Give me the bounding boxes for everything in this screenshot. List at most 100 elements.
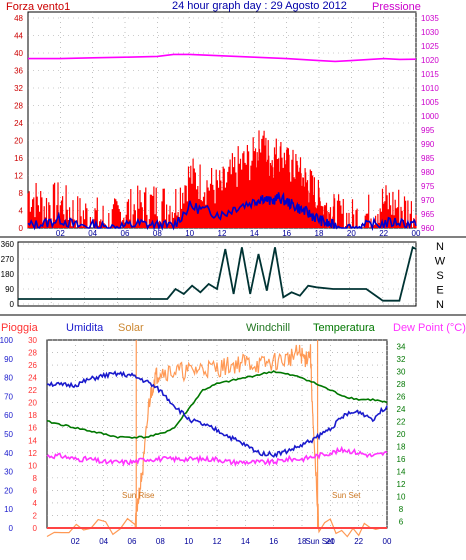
rain-y-tick: 2 xyxy=(33,511,38,520)
pressure-y-tick: 975 xyxy=(421,182,435,191)
temp-x-tick: 02 xyxy=(71,537,80,546)
rain-y-tick: 8 xyxy=(33,474,38,483)
pressure-y-tick: 1030 xyxy=(421,28,439,37)
wind-x-tick: 02 xyxy=(56,229,65,238)
rain-y-tick: 28 xyxy=(28,349,37,358)
direction-y-tick: 270 xyxy=(1,255,15,264)
rain-y-tick: 26 xyxy=(28,361,37,370)
temp-x-tick: 06 xyxy=(128,537,137,546)
wind-x-tick: 18 xyxy=(315,229,324,238)
rain-y-tick: 20 xyxy=(28,399,37,408)
temp-x-tick: Sun Set xyxy=(305,537,334,546)
wind-x-tick: 10 xyxy=(185,229,194,238)
wind-y-tick: 16 xyxy=(14,154,23,163)
wind-y-tick: 48 xyxy=(14,14,23,23)
humidity-y-tick: 100 xyxy=(0,336,14,345)
temp-x-tick: 04 xyxy=(99,537,108,546)
humidity-label: Umidita xyxy=(66,322,104,334)
direction-compass-label: N xyxy=(436,299,444,311)
humidity-y-tick: 10 xyxy=(4,505,13,514)
pressure-y-tick: 1025 xyxy=(421,42,439,51)
temp-y-tick: 28 xyxy=(397,380,406,389)
solar-label: Solar xyxy=(118,322,144,334)
wind-x-tick: 22 xyxy=(379,229,388,238)
wind-avg-series xyxy=(27,191,417,232)
rain-y-tick: 18 xyxy=(28,411,37,420)
temp-y-tick: 14 xyxy=(397,468,406,477)
pressure-y-tick: 1010 xyxy=(421,84,439,93)
rain-y-tick: 14 xyxy=(28,436,37,445)
temp-x-tick: 00 xyxy=(383,537,392,546)
rain-label: Pioggia xyxy=(1,322,39,334)
temp-y-tick: 16 xyxy=(397,455,406,464)
pressure-y-tick: 965 xyxy=(421,210,435,219)
wind-x-tick: 14 xyxy=(250,229,259,238)
direction-series xyxy=(18,245,417,302)
humidity-y-tick: 30 xyxy=(4,468,13,477)
humidity-y-tick: 50 xyxy=(4,430,13,439)
sunrise-annotation: Sun Rise xyxy=(122,491,155,500)
wind-y-tick: 36 xyxy=(14,67,23,76)
temp-y-tick: 6 xyxy=(399,518,404,527)
sunset-annotation: Sun Set xyxy=(332,491,361,500)
humidity-y-tick: 40 xyxy=(4,449,13,458)
humidity-y-tick: 0 xyxy=(9,524,14,533)
temp-x-tick: 08 xyxy=(156,537,165,546)
solar-series xyxy=(46,344,387,538)
humidity-y-tick: 70 xyxy=(4,392,13,401)
direction-compass-label: W xyxy=(435,256,446,268)
temperature-series xyxy=(46,370,388,439)
humidity-y-tick: 90 xyxy=(4,355,13,364)
temp-y-tick: 20 xyxy=(397,430,406,439)
rain-y-tick: 30 xyxy=(28,336,37,345)
pressure-y-tick: 1005 xyxy=(421,98,439,107)
rain-y-tick: 24 xyxy=(28,374,37,383)
pressure-y-tick: 1015 xyxy=(421,70,439,79)
rain-y-tick: 22 xyxy=(28,386,37,395)
humidity-y-tick: 20 xyxy=(4,486,13,495)
temp-x-tick: 14 xyxy=(241,537,250,546)
rain-y-tick: 6 xyxy=(33,486,38,495)
pressure-y-tick: 1000 xyxy=(421,112,439,121)
wind-y-tick: 12 xyxy=(14,172,23,181)
windchill-label: Windchill xyxy=(246,322,290,334)
rain-y-tick: 4 xyxy=(33,499,38,508)
temp-y-tick: 32 xyxy=(397,355,406,364)
wind-y-tick: 8 xyxy=(19,189,24,198)
wind-axis-label: Forza vento1 xyxy=(6,1,70,13)
direction-y-tick: 0 xyxy=(10,300,15,309)
chart-title: 24 hour graph day : 29 Agosto 2012 xyxy=(172,0,347,12)
wind-x-tick: 08 xyxy=(153,229,162,238)
direction-panel xyxy=(17,241,417,307)
rain-y-tick: 16 xyxy=(28,424,37,433)
direction-y-tick: 360 xyxy=(1,240,15,249)
wind-x-tick: 00 xyxy=(412,229,421,238)
temp-y-tick: 24 xyxy=(397,405,406,414)
temp-y-tick: 12 xyxy=(397,480,406,489)
dewpoint-label: Dew Point (°C) xyxy=(393,322,466,334)
temp-x-tick: 18 xyxy=(298,537,307,546)
wind-y-tick: 4 xyxy=(19,207,24,216)
wind-y-tick: 20 xyxy=(14,137,23,146)
pressure-axis-label: Pressione xyxy=(372,1,421,13)
wind-x-tick: 04 xyxy=(88,229,97,238)
wind-x-tick: 06 xyxy=(121,229,130,238)
temp-y-tick: 34 xyxy=(397,342,406,351)
wind-y-tick: 0 xyxy=(19,224,24,233)
wind-x-tick: 16 xyxy=(282,229,291,238)
temp-x-tick: 22 xyxy=(354,537,363,546)
direction-y-tick: 180 xyxy=(1,270,15,279)
temp-y-tick: 8 xyxy=(399,505,404,514)
temp-x-tick: 12 xyxy=(213,537,222,546)
series-layer xyxy=(18,53,417,538)
dewpoint-series xyxy=(46,445,388,467)
temp-y-tick: 22 xyxy=(397,417,406,426)
pressure-y-tick: 1035 xyxy=(421,14,439,23)
pressure-y-tick: 980 xyxy=(421,168,435,177)
temp-y-tick: 10 xyxy=(397,493,406,502)
temp-y-tick: 26 xyxy=(397,392,406,401)
temperature-label: Temperatura xyxy=(313,322,376,334)
wind-y-tick: 28 xyxy=(14,102,23,111)
